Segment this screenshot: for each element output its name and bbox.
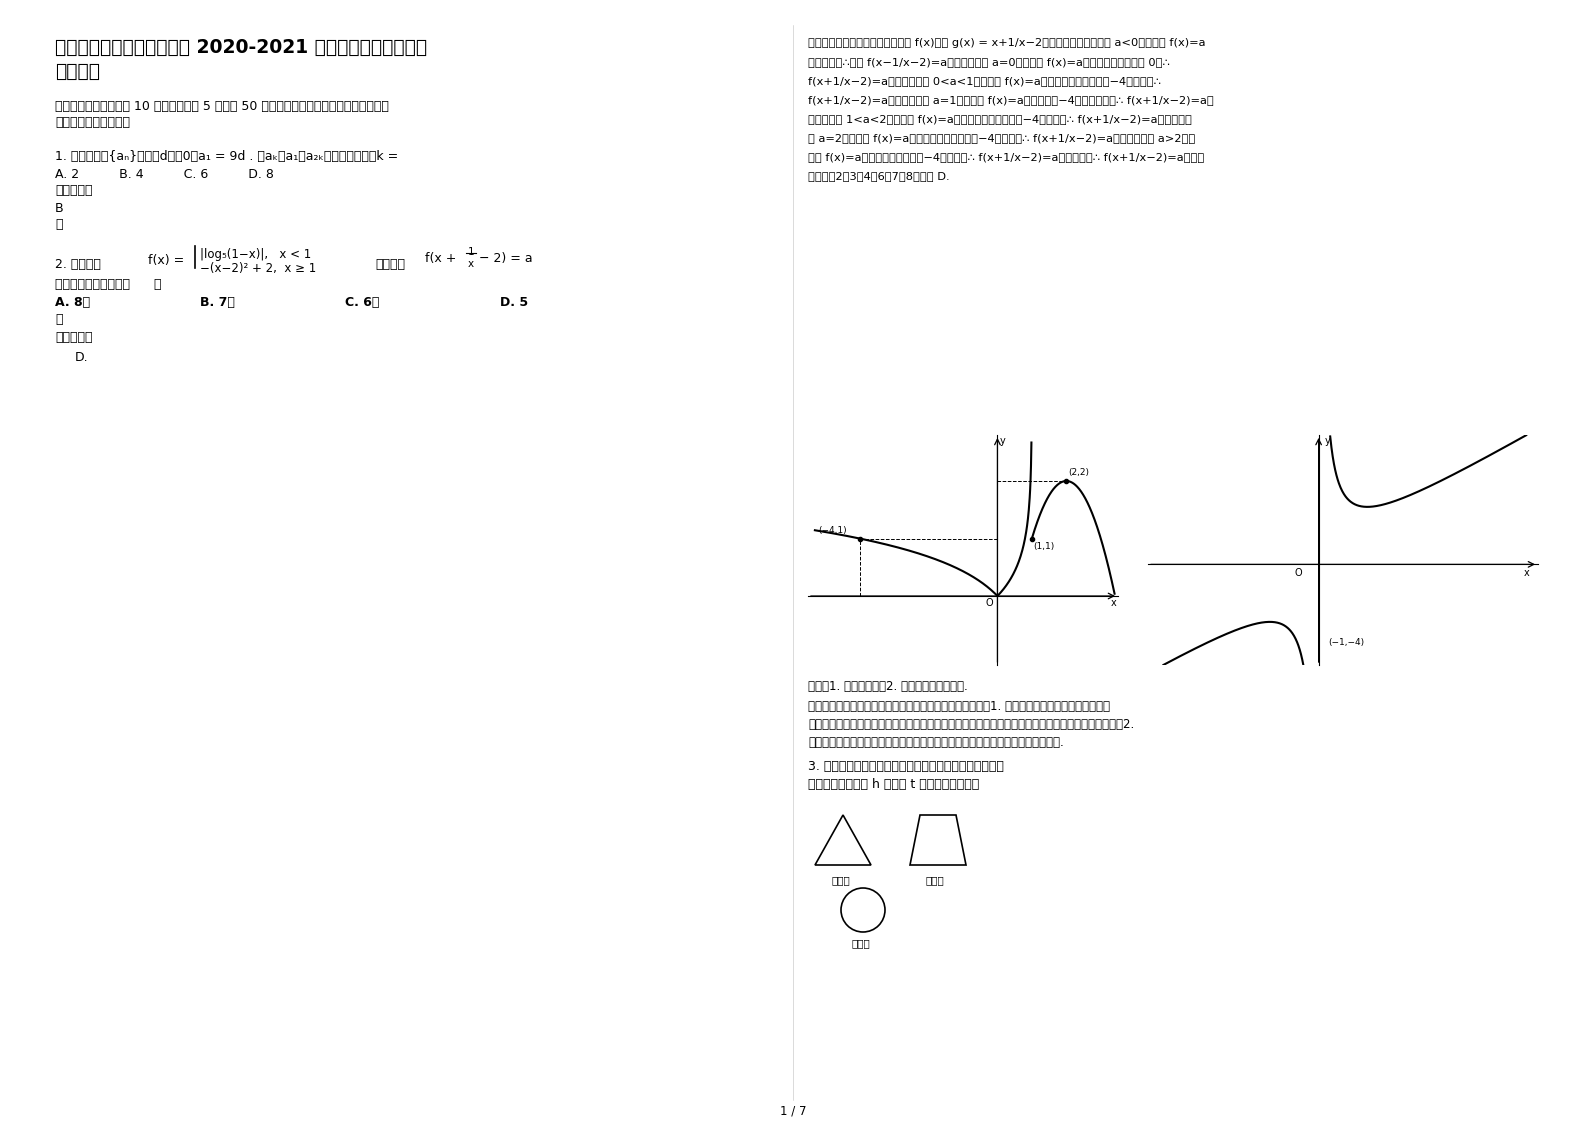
Text: 2. 已知函数: 2. 已知函数 bbox=[56, 258, 102, 272]
Text: 有一正根，∴方程 f(x−1/x−2)=a有两个根，当 a=0时，方程 f(x)=a有一正根，一个根为 0，∴: 有一正根，∴方程 f(x−1/x−2)=a有两个根，当 a=0时，方程 f(x)… bbox=[808, 57, 1170, 67]
Text: 方程 f(x)=a有一个正根一个小于−4的负根，∴ f(x+1/x−2)=a有四个根，∴ f(x+1/x−2)=a根的个: 方程 f(x)=a有一个正根一个小于−4的负根，∴ f(x+1/x−2)=a有四… bbox=[808, 151, 1205, 162]
Text: 湖南省常德市澧县第六中学 2020-2021 学年高三数学文期末试: 湖南省常德市澧县第六中学 2020-2021 学年高三数学文期末试 bbox=[56, 38, 427, 57]
Text: 参考答案：: 参考答案： bbox=[56, 184, 92, 197]
Text: 侧视图: 侧视图 bbox=[925, 875, 944, 885]
Text: D. 5: D. 5 bbox=[500, 296, 528, 309]
Text: 俯视图: 俯视图 bbox=[851, 938, 870, 948]
Text: x: x bbox=[468, 259, 475, 269]
Text: 一些函数型方程、不等式问题常转化为相应的函数图像问题，利用数形结合法求解.: 一些函数型方程、不等式问题常转化为相应的函数图像问题，利用数形结合法求解. bbox=[808, 736, 1063, 749]
Text: x: x bbox=[1524, 568, 1530, 578]
Text: 1 / 7: 1 / 7 bbox=[779, 1105, 806, 1118]
Text: 1. 设等差数列{aₙ}的公差d不为0，a₁ = 9d . 若aₖ是a₁与a₂ₖ的等比中项，则k =: 1. 设等差数列{aₙ}的公差d不为0，a₁ = 9d . 若aₖ是a₁与a₂ₖ… bbox=[56, 150, 398, 163]
Text: O: O bbox=[986, 598, 993, 608]
Text: (1,1): (1,1) bbox=[1033, 542, 1055, 551]
Text: −(x−2)² + 2,  x ≥ 1: −(x−2)² + 2, x ≥ 1 bbox=[200, 263, 316, 275]
Text: (−4,1): (−4,1) bbox=[819, 526, 847, 535]
Text: D.: D. bbox=[75, 351, 89, 364]
Text: 一、选择题：本大题共 10 小题，每小题 5 分，共 50 分。在每小题给出的四个选项中，只有: 一、选择题：本大题共 10 小题，每小题 5 分，共 50 分。在每小题给出的四… bbox=[56, 100, 389, 113]
Text: 当 a=2时，方程 f(x)=a有两个正根，一个小于−4的负根，∴ f(x+1/x−2)=a有六个根，当 a>2时，: 当 a=2时，方程 f(x)=a有两个正根，一个小于−4的负根，∴ f(x+1/… bbox=[808, 134, 1195, 142]
Text: C. 6个: C. 6个 bbox=[344, 296, 379, 309]
Text: |log₅(1−x)|,   x < 1: |log₅(1−x)|, x < 1 bbox=[200, 248, 311, 261]
Text: 卷含解析: 卷含解析 bbox=[56, 62, 100, 81]
Text: 个: 个 bbox=[56, 313, 62, 327]
Text: 试题分析：如下图所示，画出函数 f(x)以及 g(x) = x+1/x−2的图像，从而可知，当 a<0时，方程 f(x)=a: 试题分析：如下图所示，画出函数 f(x)以及 g(x) = x+1/x−2的图像… bbox=[808, 38, 1206, 48]
Text: 其图像的对数型函数，在求解其单调性（单调区间）、值域（最值）、零点时，常利用数形结合思想；2.: 其图像的对数型函数，在求解其单调性（单调区间）、值域（最值）、零点时，常利用数形… bbox=[808, 718, 1135, 732]
Text: A. 8个: A. 8个 bbox=[56, 296, 90, 309]
Text: 容器中水面的高度 h 随时间 t 变化的可能图像是: 容器中水面的高度 h 随时间 t 变化的可能图像是 bbox=[808, 778, 979, 791]
Text: 三视图: 三视图 bbox=[832, 875, 849, 885]
Text: (2,2): (2,2) bbox=[1068, 468, 1089, 477]
Text: f(x) =: f(x) = bbox=[148, 254, 184, 267]
Text: x: x bbox=[1111, 598, 1117, 608]
Text: 1: 1 bbox=[468, 247, 475, 257]
Text: A. 2          B. 4          C. 6          D. 8: A. 2 B. 4 C. 6 D. 8 bbox=[56, 168, 275, 181]
Text: 参考答案：: 参考答案： bbox=[56, 331, 92, 344]
Text: B. 7个: B. 7个 bbox=[200, 296, 235, 309]
Text: f(x +: f(x + bbox=[425, 252, 457, 265]
Text: 3. 右图所示是某一容器的三视图，现向容器中匀速注水，: 3. 右图所示是某一容器的三视图，现向容器中匀速注水， bbox=[808, 760, 1005, 773]
Text: 七个根，当 1<a<2时，方程 f(x)=a有三个正根，一个小于−4的负根，∴ f(x+1/x−2)=a有八个根，: 七个根，当 1<a<2时，方程 f(x)=a有三个正根，一个小于−4的负根，∴ … bbox=[808, 114, 1192, 125]
Text: 考点：1. 函数与方程；2. 分类讨论的数学思想.: 考点：1. 函数与方程；2. 分类讨论的数学思想. bbox=[808, 680, 968, 693]
Text: ，则方程: ，则方程 bbox=[375, 258, 405, 272]
Text: O: O bbox=[1295, 568, 1301, 578]
Text: − 2) = a: − 2) = a bbox=[479, 252, 533, 265]
Text: (−1,−4): (−1,−4) bbox=[1328, 638, 1365, 647]
Text: 数可能为2，3，4，6，7，8，故选 D.: 数可能为2，3，4，6，7，8，故选 D. bbox=[808, 171, 949, 181]
Text: 的实根个数不可能为（      ）: 的实根个数不可能为（ ） bbox=[56, 278, 162, 291]
Text: y: y bbox=[1325, 435, 1330, 445]
Text: f(x+1/x−2)=a有三个根，当 0<a<1时，方程 f(x)=a有两个正根，一个大于−4的负根，∴: f(x+1/x−2)=a有三个根，当 0<a<1时，方程 f(x)=a有两个正根… bbox=[808, 76, 1160, 86]
Text: 略: 略 bbox=[56, 218, 62, 231]
Text: 【方法点睛】运用函数图像结合数形思想解解问题的类型：1. 对一些可通过平移、对称变换作出: 【方法点睛】运用函数图像结合数形思想解解问题的类型：1. 对一些可通过平移、对称… bbox=[808, 700, 1109, 712]
Text: B: B bbox=[56, 202, 63, 215]
Text: f(x+1/x−2)=a有四个根，当 a=1时，方程 f(x)=a有一个负根−4，三个正根，∴ f(x+1/x−2)=a有: f(x+1/x−2)=a有四个根，当 a=1时，方程 f(x)=a有一个负根−4… bbox=[808, 95, 1214, 105]
Text: y: y bbox=[1000, 435, 1006, 445]
Text: 是一个符合题目要求的: 是一个符合题目要求的 bbox=[56, 116, 130, 129]
